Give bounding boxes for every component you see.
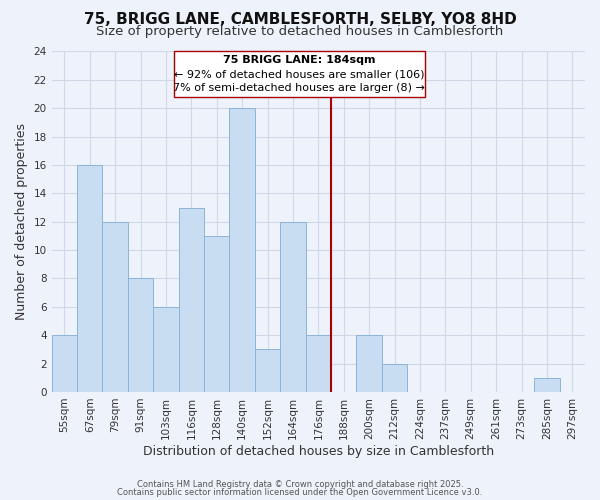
Bar [382, 364, 407, 392]
Bar [305, 335, 331, 392]
Bar [534, 378, 560, 392]
Bar [255, 350, 280, 392]
Bar [356, 335, 382, 392]
Text: Contains public sector information licensed under the Open Government Licence v3: Contains public sector information licen… [118, 488, 482, 497]
Bar [153, 307, 179, 392]
FancyBboxPatch shape [173, 52, 425, 97]
Bar [179, 208, 204, 392]
Bar [280, 222, 305, 392]
Text: 7% of semi-detached houses are larger (8) →: 7% of semi-detached houses are larger (8… [173, 84, 425, 94]
Text: 75, BRIGG LANE, CAMBLESFORTH, SELBY, YO8 8HD: 75, BRIGG LANE, CAMBLESFORTH, SELBY, YO8… [83, 12, 517, 28]
Text: 75 BRIGG LANE: 184sqm: 75 BRIGG LANE: 184sqm [223, 55, 376, 65]
Bar [229, 108, 255, 392]
Y-axis label: Number of detached properties: Number of detached properties [15, 123, 28, 320]
Bar [52, 335, 77, 392]
Text: Contains HM Land Registry data © Crown copyright and database right 2025.: Contains HM Land Registry data © Crown c… [137, 480, 463, 489]
Bar [77, 165, 103, 392]
Text: Size of property relative to detached houses in Camblesforth: Size of property relative to detached ho… [97, 25, 503, 38]
Bar [128, 278, 153, 392]
Text: ← 92% of detached houses are smaller (106): ← 92% of detached houses are smaller (10… [174, 69, 425, 79]
Bar [204, 236, 229, 392]
X-axis label: Distribution of detached houses by size in Camblesforth: Distribution of detached houses by size … [143, 444, 494, 458]
Bar [103, 222, 128, 392]
